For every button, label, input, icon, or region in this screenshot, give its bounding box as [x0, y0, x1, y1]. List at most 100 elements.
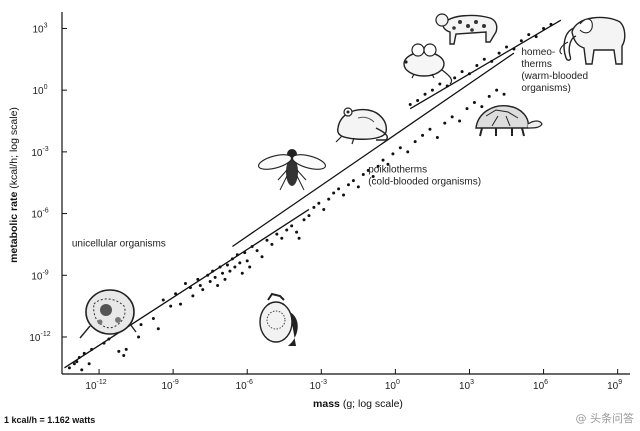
data-point — [198, 284, 202, 288]
data-point — [107, 337, 111, 341]
data-point — [322, 207, 326, 211]
data-point — [280, 236, 284, 240]
data-point — [482, 57, 486, 61]
amoeba-icon — [79, 289, 137, 339]
x-tick-label: 10-12 — [85, 379, 106, 392]
data-point — [458, 119, 462, 123]
y-axis-label: metabolic rate (kcal/h; log scale) — [8, 107, 20, 263]
data-points — [67, 22, 553, 372]
data-point — [67, 366, 71, 370]
data-point — [238, 261, 242, 265]
data-point — [490, 59, 494, 63]
fit-line — [409, 19, 562, 110]
data-point — [225, 263, 229, 267]
data-point — [413, 140, 417, 144]
data-point — [250, 244, 254, 248]
data-point — [124, 347, 128, 351]
data-point — [327, 197, 331, 201]
data-point — [312, 205, 316, 209]
y-tick-label: 10-6 — [31, 208, 48, 221]
y-tick-label: 100 — [32, 84, 47, 97]
data-point — [137, 335, 141, 339]
data-point — [381, 158, 385, 162]
data-point — [302, 218, 306, 222]
data-point — [391, 152, 395, 156]
x-tick-label: 10-9 — [161, 379, 178, 392]
data-point — [179, 302, 183, 306]
mouse-icon — [403, 43, 453, 85]
data-point — [472, 101, 476, 104]
data-point — [512, 47, 516, 51]
data-point — [549, 22, 553, 26]
data-point — [233, 265, 237, 269]
data-point — [201, 288, 205, 292]
data-point — [460, 70, 464, 74]
data-point — [371, 175, 375, 179]
data-point — [475, 63, 479, 67]
data-point — [208, 279, 212, 283]
data-point — [527, 33, 531, 37]
fly-icon — [257, 149, 327, 191]
leopard-icon — [435, 13, 498, 45]
data-point — [542, 26, 546, 30]
data-point — [191, 294, 195, 298]
data-point — [174, 292, 178, 296]
data-point — [206, 273, 210, 277]
data-point — [275, 232, 279, 236]
data-point — [188, 286, 192, 290]
x-tick-label: 10-3 — [310, 379, 327, 392]
data-point — [438, 82, 442, 86]
y-tick-label: 10-12 — [29, 331, 50, 344]
x-tick-label: 100 — [385, 379, 400, 392]
data-point — [87, 362, 91, 366]
data-point — [221, 271, 225, 275]
annotations: unicellular organisms poikilotherms (cold-… — [72, 47, 588, 249]
data-point — [211, 269, 215, 273]
data-point — [183, 282, 187, 285]
data-point — [161, 298, 165, 302]
data-point — [443, 121, 447, 125]
data-point — [169, 304, 173, 308]
paramecium-icon — [259, 292, 298, 346]
data-point — [467, 72, 471, 76]
data-point — [356, 185, 360, 189]
data-point — [295, 230, 299, 234]
data-point — [156, 327, 160, 331]
data-point — [72, 362, 76, 366]
data-point — [223, 277, 227, 281]
data-point — [139, 323, 143, 327]
data-point — [453, 76, 457, 80]
x-axis-label: mass (g; log scale) — [313, 398, 403, 410]
annotation-homeotherms: homeo-therms (warm-blooded organisms) — [521, 47, 588, 94]
fit-line — [64, 208, 310, 369]
data-point — [416, 98, 420, 102]
x-tick-label: 10-6 — [236, 379, 253, 392]
data-point — [346, 183, 350, 187]
data-point — [243, 251, 247, 255]
data-point — [290, 224, 294, 228]
data-point — [265, 238, 269, 242]
data-point — [122, 353, 126, 357]
x-tick-label: 103 — [459, 379, 474, 392]
data-point — [430, 88, 434, 92]
frog-icon — [335, 107, 388, 145]
data-point — [90, 347, 94, 351]
x-tick-label: 106 — [533, 379, 548, 392]
data-point — [260, 255, 264, 259]
data-point — [435, 135, 439, 139]
data-point — [75, 360, 79, 364]
watermark: @ 头条问答 — [575, 412, 635, 425]
y-tick-label: 103 — [32, 22, 47, 35]
data-point — [487, 94, 491, 98]
annotation-unicellular: unicellular organisms — [72, 238, 166, 249]
data-point — [82, 351, 86, 355]
x-tick-label: 109 — [607, 379, 622, 392]
data-point — [519, 39, 523, 43]
data-point — [406, 150, 410, 154]
data-point — [117, 349, 121, 353]
data-point — [450, 115, 454, 119]
data-point — [285, 228, 289, 232]
y-tick-label: 10-9 — [31, 269, 48, 282]
data-point — [317, 201, 321, 205]
